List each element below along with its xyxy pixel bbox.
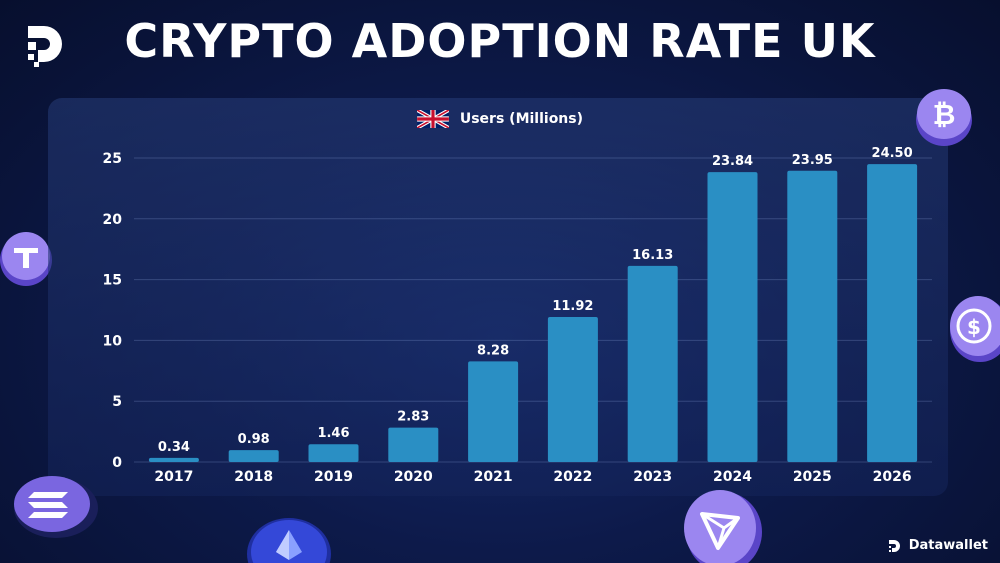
svg-text:₿: ₿	[933, 98, 956, 131]
x-tick-label: 2022	[553, 469, 592, 485]
chart-legend: Users (Millions)	[0, 110, 1000, 128]
data-label-2025: 23.95	[792, 153, 833, 168]
bitcoin-coin-icon: ₿	[916, 89, 972, 146]
data-label-2026: 24.50	[872, 146, 913, 161]
x-tick-label: 2024	[713, 469, 752, 485]
brand-watermark: Datawallet	[888, 538, 988, 553]
x-tick-label: 2020	[394, 469, 433, 485]
y-tick-label: 10	[103, 333, 123, 349]
bar-2018	[228, 450, 279, 462]
tron-coin-icon	[684, 490, 762, 563]
datawallet-mark-icon	[889, 539, 901, 552]
page-title: CRYPTO ADOPTION RATE UK	[124, 14, 876, 68]
data-label-2017: 0.34	[158, 440, 190, 455]
x-tick-label: 2025	[793, 469, 832, 485]
uk-flag-icon	[416, 110, 449, 128]
data-label-2022: 11.92	[552, 299, 593, 314]
usdc-coin-icon: $	[950, 296, 1000, 362]
brand-name: Datawallet	[908, 538, 988, 553]
bar-2022	[547, 317, 598, 462]
x-tick-label: 2023	[633, 469, 672, 485]
y-tick-label: 15	[103, 273, 122, 289]
x-tick-label: 2018	[234, 469, 273, 485]
solana-coin-icon	[14, 476, 98, 538]
data-label-2021: 8.28	[477, 343, 509, 358]
ethereum-coin-icon	[247, 518, 331, 563]
bar-2023	[627, 265, 678, 462]
data-label-2023: 16.13	[632, 248, 673, 263]
data-label-2020: 2.83	[397, 410, 429, 425]
y-tick-label: 25	[103, 151, 122, 167]
y-tick-label: 0	[112, 455, 122, 471]
bar-2026	[867, 164, 918, 462]
x-tick-label: 2026	[873, 469, 912, 485]
svg-text:$: $	[967, 315, 981, 339]
bar-2017	[148, 457, 199, 462]
legend-series-label: Users (Millions)	[459, 111, 584, 127]
data-label-2024: 23.84	[712, 154, 753, 169]
data-label-2019: 1.46	[317, 426, 349, 441]
x-tick-label: 2021	[474, 469, 513, 485]
x-tick-label: 2019	[314, 469, 353, 485]
bar-2025	[787, 170, 838, 462]
tether-coin-icon	[0, 232, 52, 286]
data-label-2018: 0.98	[238, 432, 270, 447]
datawallet-logo-icon	[28, 26, 62, 67]
bar-2019	[308, 444, 359, 462]
bar-2024	[707, 172, 758, 463]
x-tick-label: 2017	[154, 469, 193, 485]
bar-2020	[388, 427, 439, 462]
y-tick-label: 20	[103, 212, 123, 228]
bar-2021	[468, 361, 519, 462]
y-tick-label: 5	[112, 394, 122, 410]
